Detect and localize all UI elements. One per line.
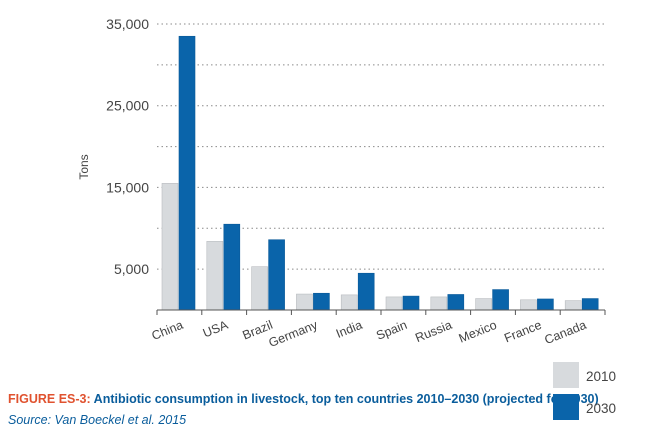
bar-2030-mexico <box>492 289 509 311</box>
bar-2010-canada <box>564 300 582 311</box>
bar-2010-spain <box>385 296 403 311</box>
bar-2010-mexico <box>475 298 492 311</box>
bar-2030-india <box>357 272 375 311</box>
bar-2030-germany <box>313 292 330 311</box>
bar-2010-germany <box>296 293 313 311</box>
x-tick-label: Spain <box>374 318 409 343</box>
y-tick-label: 35,000 <box>106 16 149 32</box>
bar-2030-canada <box>581 298 599 311</box>
y-axis-title: Tons <box>77 154 91 179</box>
bar-2030-usa <box>223 223 241 311</box>
y-tick-label: 15,000 <box>106 179 149 195</box>
figure-source: Source: Van Boeckel et al. 2015 <box>8 413 187 427</box>
y-tick-label: 25,000 <box>106 98 149 114</box>
y-tick-label: 5,000 <box>114 261 149 277</box>
x-tick-label: France <box>502 318 543 346</box>
bar-2010-brazil <box>251 266 268 311</box>
bar-2010-russia <box>430 296 448 311</box>
x-tick-label: Mexico <box>457 318 499 346</box>
x-tick-label: Germany <box>267 318 321 351</box>
x-tick-label: China <box>150 318 186 343</box>
legend-label-2030: 2030 <box>586 401 617 416</box>
x-tick-label: India <box>334 318 364 341</box>
bar-2030-russia <box>447 294 465 311</box>
bar-2030-france <box>537 298 554 311</box>
bar-2030-spain <box>402 295 420 311</box>
legend-swatch-2010 <box>553 362 579 388</box>
bar-2010-china <box>161 183 179 311</box>
figure-title: Antibiotic consumption in livestock, top… <box>90 392 599 406</box>
bar-2030-brazil <box>268 239 285 311</box>
bar-2010-india <box>340 294 358 311</box>
x-tick-label: Russia <box>413 318 454 345</box>
bar-2030-china <box>178 35 196 311</box>
figure-caption: FIGURE ES-3: Antibiotic consumption in l… <box>8 392 599 406</box>
legend-swatch-2030 <box>553 394 579 420</box>
bar-2010-usa <box>206 241 224 311</box>
x-tick-label: USA <box>201 318 231 341</box>
figure-label: FIGURE ES-3: <box>8 392 91 406</box>
bar-2010-france <box>520 299 537 311</box>
legend-label-2010: 2010 <box>586 369 617 384</box>
x-tick-label: Canada <box>542 318 588 347</box>
